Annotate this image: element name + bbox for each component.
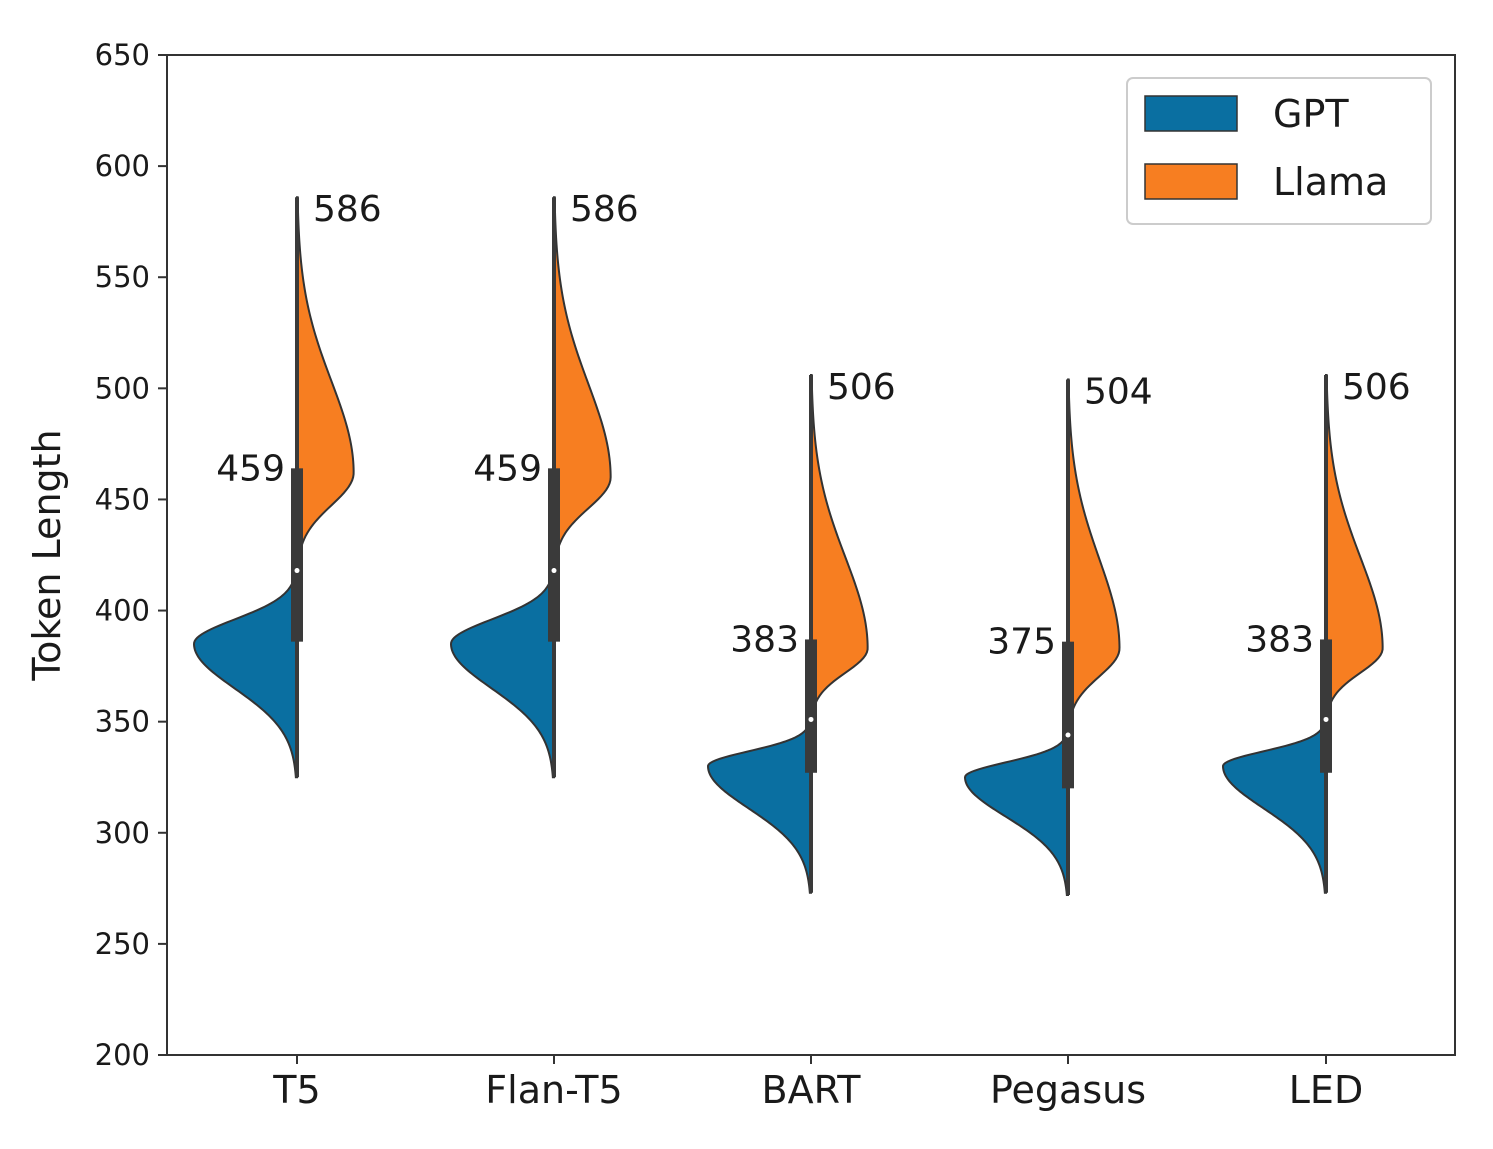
iqr-box-t5 bbox=[291, 468, 303, 642]
q3-label-t5: 459 bbox=[216, 448, 285, 489]
y-tick-label-350: 350 bbox=[95, 705, 150, 739]
violin-group-t5: 586 459 bbox=[193, 189, 382, 779]
y-axis-title: Token Length bbox=[25, 429, 69, 681]
violin-half-llama-bart bbox=[810, 374, 869, 723]
violin-half-llama-led bbox=[1325, 374, 1384, 723]
y-tick-label-450: 450 bbox=[95, 482, 150, 516]
y-tick-label-550: 550 bbox=[95, 260, 150, 294]
max-label-pegasus: 504 bbox=[1084, 371, 1153, 412]
violin-half-llama-pegasus bbox=[1067, 378, 1121, 734]
q3-label-pegasus: 375 bbox=[987, 622, 1056, 663]
max-label-bart: 506 bbox=[827, 367, 896, 408]
violin-half-gpt-led bbox=[1222, 720, 1327, 894]
violin-half-gpt-flan-t5 bbox=[450, 569, 555, 779]
y-tick-label-600: 600 bbox=[95, 149, 150, 183]
max-label-flan-t5: 586 bbox=[570, 189, 639, 230]
max-label-led: 506 bbox=[1342, 367, 1411, 408]
y-tick-label-500: 500 bbox=[95, 371, 150, 405]
violin-half-llama-t5 bbox=[296, 196, 355, 572]
violin-half-gpt-bart bbox=[707, 720, 812, 894]
violin-half-gpt-pegasus bbox=[963, 731, 1069, 896]
q3-label-led: 383 bbox=[1245, 619, 1314, 660]
y-tick-label-250: 250 bbox=[95, 927, 150, 961]
legend-swatch-llama bbox=[1144, 163, 1238, 200]
median-dot-led bbox=[1323, 716, 1329, 722]
q3-label-bart: 383 bbox=[730, 619, 799, 660]
q3-label-flan-t5: 459 bbox=[473, 448, 542, 489]
iqr-box-led bbox=[1320, 639, 1332, 773]
y-tick-label-650: 650 bbox=[95, 38, 150, 72]
max-label-t5: 586 bbox=[313, 189, 382, 230]
iqr-box-pegasus bbox=[1062, 641, 1074, 789]
legend-swatch-gpt bbox=[1144, 95, 1238, 132]
median-dot-pegasus bbox=[1065, 732, 1071, 738]
x-tick-label-pegasus: Pegasus bbox=[990, 1068, 1146, 1112]
violin-half-gpt-t5 bbox=[193, 569, 298, 779]
iqr-box-flan-t5 bbox=[548, 468, 560, 642]
median-dot-bart bbox=[808, 716, 814, 722]
legend: GPT Llama bbox=[1126, 77, 1432, 225]
median-dot-t5 bbox=[294, 568, 300, 574]
violin-group-led: 506 383 bbox=[1222, 367, 1411, 894]
x-tick-label-bart: BART bbox=[762, 1068, 862, 1112]
y-tick-label-200: 200 bbox=[95, 1038, 150, 1072]
violin-group-bart: 506 383 bbox=[707, 367, 896, 894]
median-dot-flan-t5 bbox=[551, 568, 557, 574]
y-tick-label-400: 400 bbox=[95, 594, 150, 628]
violin-group-pegasus: 504 375 bbox=[963, 371, 1153, 896]
legend-label-llama: Llama bbox=[1273, 160, 1388, 204]
y-tick-label-300: 300 bbox=[95, 816, 150, 850]
iqr-box-bart bbox=[805, 639, 817, 773]
x-tick-label-led: LED bbox=[1289, 1068, 1363, 1112]
plot-area: 586 459 586 459 506 383 504 375 506 383 bbox=[193, 189, 1411, 896]
x-tick-label-flan-t5: Flan-T5 bbox=[485, 1068, 622, 1112]
violin-half-llama-flan-t5 bbox=[553, 196, 612, 572]
axes: 200 250 300 350 400 450 500 550 600 650 T5 Flan-T5 B… bbox=[95, 38, 1456, 1112]
legend-label-gpt: GPT bbox=[1273, 92, 1349, 136]
violin-group-flan-t5: 586 459 bbox=[450, 189, 639, 779]
x-tick-label-t5: T5 bbox=[272, 1068, 320, 1112]
